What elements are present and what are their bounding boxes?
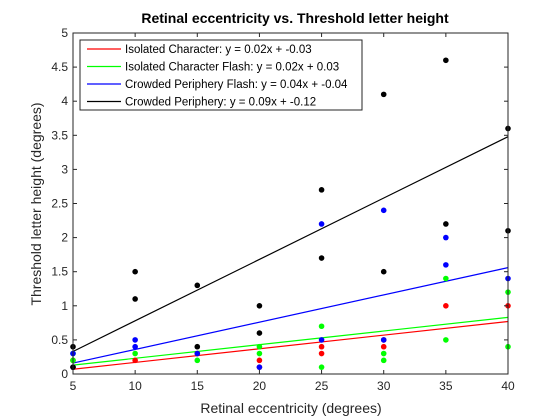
- data-point-series-3-4: [194, 343, 201, 350]
- fit-line-series-2: [72, 267, 509, 364]
- data-point-series-0-4: [256, 357, 263, 364]
- fit-line-series-0: [72, 320, 509, 370]
- x-axis-label: Retinal eccentricity (degrees): [200, 400, 381, 416]
- y-axis-label: Threshold letter height (degrees): [28, 102, 44, 305]
- legend-label-series-1: Isolated Character Flash: y = 0.02x + 0.…: [125, 62, 339, 74]
- y-tick-label: 1: [61, 299, 68, 313]
- data-point-series-3-12: [443, 221, 449, 227]
- data-point-series-1-5: [256, 343, 263, 350]
- x-tick-label: 5: [70, 379, 77, 393]
- y-tick-label: 2.5: [51, 197, 68, 211]
- data-points: [70, 57, 511, 370]
- legend-box: [79, 39, 363, 111]
- data-point-series-1-10: [443, 337, 449, 343]
- x-tick-label: 10: [128, 379, 142, 393]
- data-point-series-3-11: [380, 91, 387, 98]
- data-point-series-1-11: [443, 275, 449, 282]
- data-point-series-0-10: [443, 303, 449, 309]
- data-point-series-2-4: [194, 350, 201, 357]
- data-point-series-2-5: [256, 364, 263, 370]
- fit-lines: [72, 136, 509, 370]
- y-tick-label: 4.5: [51, 60, 68, 74]
- legend-label-series-3: Crowded Periphery: y = 0.09x + -0.12: [125, 97, 316, 109]
- data-point-series-1-7: [318, 323, 325, 330]
- data-point-series-0-8: [380, 343, 387, 350]
- data-point-series-3-5: [194, 282, 201, 289]
- data-point-series-3-6: [256, 330, 263, 336]
- y-tick-label: 0.5: [51, 333, 68, 347]
- data-point-series-2-6: [318, 337, 325, 343]
- fit-line-series-1: [72, 316, 509, 366]
- data-point-series-0-2: [132, 357, 138, 364]
- data-point-series-2-2: [132, 343, 138, 350]
- data-point-series-2-10: [443, 262, 449, 268]
- data-point-series-2-7: [318, 221, 325, 227]
- y-tick-label: 0: [61, 367, 68, 381]
- legend: Isolated Character: y = 0.02x + -0.03 Iso…: [79, 39, 363, 111]
- legend-label-series-2: Crowded Periphery Flash: y = 0.04x + -0.…: [125, 79, 348, 91]
- data-point-series-3-9: [318, 187, 325, 193]
- x-tick-label: 25: [315, 379, 329, 393]
- data-point-series-3-3: [132, 268, 138, 275]
- data-point-series-1-3: [194, 357, 201, 364]
- y-tick-label: 4: [61, 94, 68, 108]
- x-tick-label: 35: [439, 379, 453, 393]
- data-point-series-1-4: [256, 350, 263, 357]
- ticks: 5 10 15 20 25 30 35 40 0 0.5 1 1.5 2 2.5 3 3.5 4 4.5 5: [51, 26, 515, 393]
- y-tick-label: 5: [61, 26, 68, 40]
- y-tick-label: 2: [61, 231, 68, 245]
- data-point-series-1-8: [380, 357, 387, 364]
- data-point-series-1-2: [132, 350, 138, 357]
- y-tick-label: 3: [61, 162, 68, 176]
- data-point-series-1-9: [380, 350, 387, 357]
- x-tick-label: 30: [377, 379, 391, 393]
- x-tick-label: 40: [501, 379, 515, 393]
- data-point-series-2-9: [380, 207, 387, 214]
- data-point-series-3-13: [443, 57, 449, 64]
- x-tick-label: 20: [253, 379, 267, 393]
- data-point-series-2-8: [380, 337, 387, 343]
- data-point-series-2-11: [443, 234, 449, 241]
- fit-line-series-3: [72, 136, 509, 353]
- data-point-series-2-3: [132, 337, 138, 343]
- y-tick-label: 3.5: [51, 128, 68, 142]
- data-point-series-3-8: [318, 255, 325, 261]
- data-point-series-3-10: [380, 268, 387, 275]
- data-point-series-0-6: [318, 350, 325, 357]
- data-point-series-3-2: [132, 296, 138, 302]
- data-point-series-3-7: [256, 303, 263, 309]
- data-point-series-1-6: [318, 364, 325, 370]
- x-tick-label: 15: [191, 379, 205, 393]
- data-point-series-0-7: [318, 343, 325, 350]
- y-tick-label: 1.5: [51, 265, 68, 279]
- legend-label-series-0: Isolated Character: y = 0.02x + -0.03: [125, 44, 312, 56]
- chart-title: Retinal eccentricity vs. Threshold lette…: [141, 10, 449, 26]
